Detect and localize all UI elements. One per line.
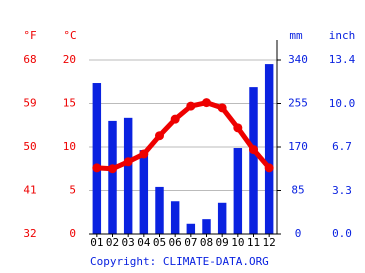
fahrenheit-title: °F [23,29,36,42]
precipitation-bar [202,219,211,234]
mm-tick-label: 340 [288,53,308,66]
temperature-point [202,98,211,108]
temperature-point [92,163,102,173]
precipitation-bar [249,87,258,234]
precipitation-bar [123,117,133,234]
copyright: Copyright: CLIMATE-DATA.ORG [90,255,269,268]
x-tick-label: 06 [169,236,182,249]
precipitation-bar [155,186,164,234]
temperature-point [155,131,164,141]
celsius-tick-label: 15 [63,97,76,110]
celsius-tick-label: 10 [63,140,76,153]
x-tick-label: 03 [122,236,135,249]
inch-tick-label: 3.3 [332,184,352,197]
temperature-point [108,164,117,174]
x-tick-label: 01 [90,236,103,249]
celsius-tick-label: 20 [63,53,76,66]
fahrenheit-tick-label: 68 [23,53,36,66]
x-tick-label: 10 [231,236,244,249]
temperature-point [264,163,274,173]
temperature-point [233,123,243,133]
temperature-point [217,103,227,113]
inch-title: inch [329,29,356,42]
x-tick-label: 05 [153,236,166,249]
precipitation-bar [92,83,102,234]
inch-tick-label: 13.4 [329,53,356,66]
precipitation-bar [186,223,196,234]
precipitation-bar [108,120,117,234]
fahrenheit-tick-label: 59 [23,97,36,110]
temperature-point [186,101,196,111]
precipitation-bar [139,150,149,234]
precipitation-bar [217,202,227,234]
fahrenheit-tick-label: 50 [23,140,36,153]
temperature-point [249,145,258,155]
fahrenheit-tick-label: 41 [23,184,36,197]
celsius-tick-label: 5 [69,184,76,197]
celsius-title: °C [63,29,76,42]
x-tick-label: 11 [247,236,260,249]
temperature-point [123,157,133,167]
mm-title: mm [289,29,303,42]
mm-tick-label: 0 [295,227,302,240]
mm-tick-label: 85 [291,184,304,197]
x-tick-label: 12 [263,236,276,249]
fahrenheit-tick-label: 32 [23,227,36,240]
celsius-tick-label: 0 [69,227,76,240]
temperature-point [139,149,149,159]
x-tick-label: 09 [216,236,229,249]
temperature-point [170,114,180,124]
precipitation-bar [264,64,274,234]
inch-tick-label: 0.0 [332,227,352,240]
temperature-line [96,100,272,172]
precipitation-bar [170,201,180,234]
mm-tick-label: 255 [288,97,308,110]
precipitation-bar [233,148,243,234]
inch-tick-label: 6.7 [332,140,352,153]
mm-tick-label: 170 [288,140,308,153]
x-tick-label: 07 [184,236,197,249]
x-tick-label: 08 [200,236,213,249]
inch-tick-label: 10.0 [329,97,356,110]
x-tick-label: 02 [106,236,119,249]
x-tick-label: 04 [137,236,151,249]
